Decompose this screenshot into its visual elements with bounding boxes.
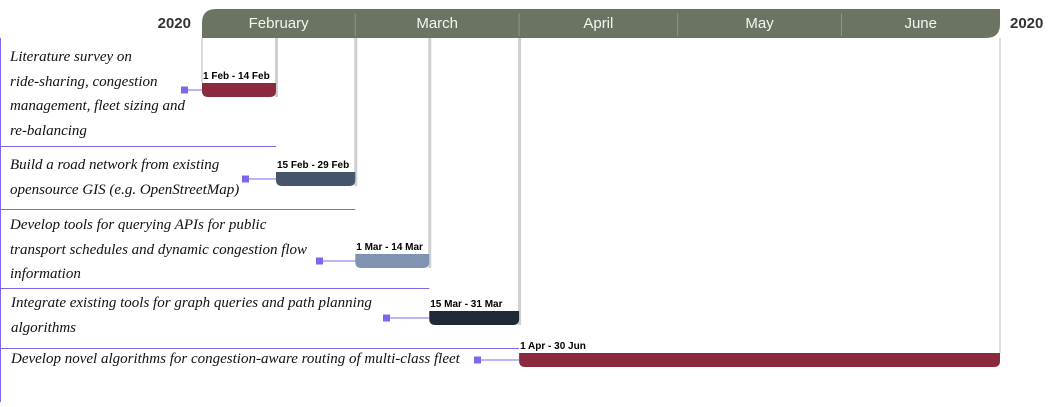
task-range-label: 1 Feb - 14 Feb — [203, 71, 270, 82]
month-label-june: June — [904, 15, 937, 32]
task-bar[interactable] — [202, 83, 276, 97]
task-connector-marker — [316, 257, 323, 265]
task-connector-marker — [383, 314, 390, 322]
month-label-february: February — [249, 15, 310, 32]
task-connector-marker — [181, 86, 188, 94]
year-label-right: 2020 — [1010, 15, 1043, 32]
timeline-header-band — [202, 9, 1000, 38]
task-label-line: algorithms — [11, 319, 77, 336]
task-end-guide — [518, 38, 522, 325]
task-label-line: information — [10, 266, 81, 282]
task-label-line: Integrate existing tools for graph queri… — [11, 295, 372, 311]
task-label: Literature survey on ride-sharing, conges… — [10, 45, 185, 143]
task-label: Integrate existing tools for graph queri… — [11, 291, 372, 340]
task-bar[interactable] — [355, 254, 430, 268]
task-label-line: management, fleet sizing and — [10, 98, 185, 114]
task-connector-marker — [474, 356, 481, 364]
task-range-label: 1 Mar - 14 Mar — [356, 242, 423, 253]
task-label: Develop tools for querying APIs for publ… — [10, 213, 307, 287]
task-label-line: transport schedules and dynamic congesti… — [10, 241, 308, 258]
year-label-left: 2020 — [158, 15, 191, 32]
month-label-march: March — [416, 15, 458, 32]
task-label-line: ride-sharing, congestion — [10, 73, 158, 90]
task-bar[interactable] — [519, 353, 1000, 367]
task-label-line: Develop novel algorithms for congestion-… — [11, 351, 460, 367]
month-label-april: April — [583, 15, 613, 32]
month-label-may: May — [745, 15, 774, 32]
task-range-label: 1 Apr - 30 Jun — [520, 341, 586, 352]
task-label: Build a road network from existing openso… — [10, 153, 239, 202]
task-range-label: 15 Mar - 31 Mar — [430, 299, 502, 310]
task-label-line: re-balancing — [10, 122, 87, 139]
task-label-line: Develop tools for querying APIs for publ… — [10, 217, 267, 233]
task-bar[interactable] — [429, 311, 520, 325]
task-end-guide — [274, 38, 278, 97]
task-label-line: Literature survey on — [10, 49, 132, 65]
task-label: Develop novel algorithms for congestion-… — [11, 347, 460, 372]
task-connector-marker — [242, 175, 249, 183]
task-label-line: Build a road network from existing — [10, 157, 220, 173]
task-bar[interactable] — [275, 172, 356, 186]
task-end-guide — [354, 38, 358, 186]
task-range-label: 15 Feb - 29 Feb — [277, 160, 349, 171]
task-label-line: opensource GIS (e.g. OpenStreetMap) — [10, 181, 240, 198]
task-end-guide — [428, 38, 432, 268]
